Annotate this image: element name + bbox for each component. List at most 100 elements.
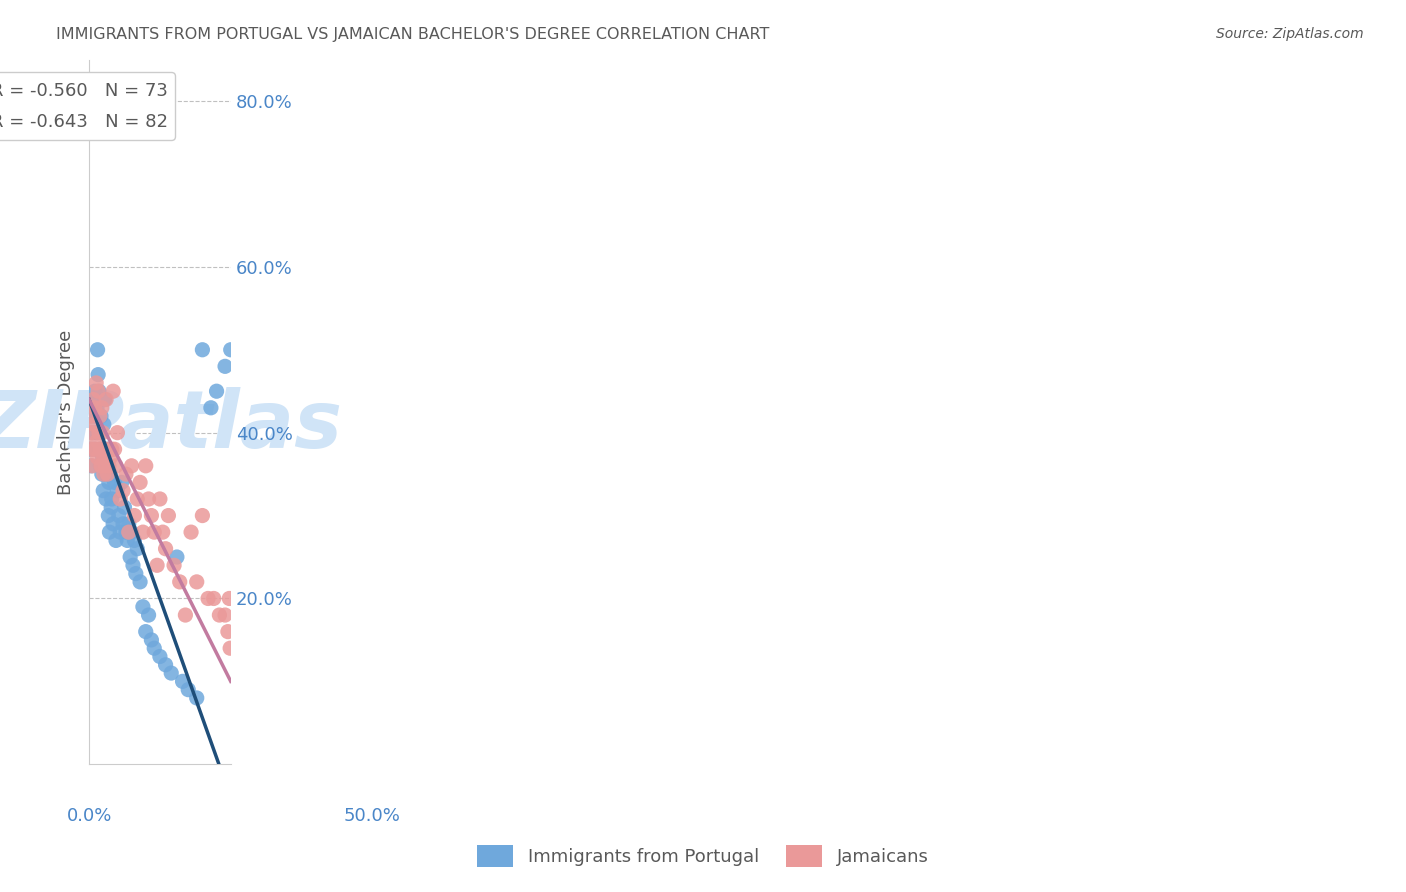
Point bbox=[80, 442, 103, 457]
Text: 0.0%: 0.0% bbox=[66, 806, 111, 824]
Point bbox=[191, 508, 214, 523]
Point bbox=[86, 343, 108, 357]
Point bbox=[82, 392, 104, 407]
Point bbox=[120, 549, 142, 564]
Point bbox=[118, 516, 141, 531]
Point bbox=[84, 376, 107, 390]
Point bbox=[197, 591, 219, 606]
Point bbox=[121, 525, 143, 540]
Point bbox=[205, 384, 228, 399]
Point bbox=[129, 475, 152, 490]
Point bbox=[104, 533, 127, 548]
Point bbox=[89, 442, 111, 457]
Point bbox=[87, 384, 110, 399]
Point bbox=[200, 401, 222, 415]
Point bbox=[103, 475, 125, 490]
Point bbox=[96, 467, 118, 482]
Legend: R = -0.560   N = 73, R = -0.643   N = 82: R = -0.560 N = 73, R = -0.643 N = 82 bbox=[0, 72, 174, 140]
Point bbox=[103, 442, 125, 457]
Point bbox=[97, 508, 120, 523]
Point bbox=[93, 467, 115, 482]
Point bbox=[191, 343, 214, 357]
Point bbox=[157, 508, 180, 523]
Point bbox=[89, 458, 111, 473]
Point bbox=[160, 666, 183, 681]
Point bbox=[166, 549, 188, 564]
Point bbox=[91, 450, 114, 465]
Point bbox=[141, 508, 163, 523]
Point bbox=[122, 558, 145, 573]
Point bbox=[124, 533, 146, 548]
Point bbox=[83, 442, 105, 457]
Point bbox=[112, 483, 135, 498]
Point bbox=[112, 516, 135, 531]
Point bbox=[214, 608, 236, 623]
Point bbox=[80, 425, 103, 440]
Point bbox=[86, 450, 108, 465]
Point bbox=[94, 392, 117, 407]
Point bbox=[218, 591, 240, 606]
Point bbox=[132, 525, 155, 540]
Point bbox=[129, 574, 152, 589]
Point bbox=[214, 359, 236, 374]
Point bbox=[96, 442, 118, 457]
Point bbox=[98, 450, 121, 465]
Point bbox=[118, 525, 141, 540]
Point bbox=[149, 649, 172, 664]
Point bbox=[87, 425, 110, 440]
Point bbox=[101, 516, 124, 531]
Point bbox=[84, 425, 107, 440]
Text: 50.0%: 50.0% bbox=[344, 806, 401, 824]
Point bbox=[104, 458, 127, 473]
Point bbox=[90, 467, 112, 482]
Point bbox=[83, 401, 105, 415]
Point bbox=[91, 483, 114, 498]
Point bbox=[186, 690, 208, 705]
Point bbox=[138, 491, 160, 506]
Point bbox=[110, 525, 132, 540]
Point bbox=[82, 425, 104, 440]
Point bbox=[138, 608, 160, 623]
Point bbox=[208, 608, 231, 623]
Point bbox=[186, 574, 208, 589]
Point bbox=[107, 425, 129, 440]
Point bbox=[117, 533, 139, 548]
Point bbox=[79, 409, 101, 423]
Point bbox=[115, 525, 138, 540]
Point bbox=[98, 467, 121, 482]
Point bbox=[219, 641, 242, 656]
Point bbox=[82, 392, 104, 407]
Point bbox=[98, 525, 121, 540]
Point bbox=[127, 491, 149, 506]
Point bbox=[86, 401, 108, 415]
Point bbox=[146, 558, 169, 573]
Point bbox=[155, 657, 177, 672]
Point bbox=[177, 682, 200, 697]
Point bbox=[143, 525, 166, 540]
Point bbox=[93, 392, 115, 407]
Point bbox=[135, 624, 157, 639]
Point bbox=[115, 467, 138, 482]
Point bbox=[96, 458, 118, 473]
Point bbox=[163, 558, 186, 573]
Point bbox=[202, 591, 225, 606]
Point bbox=[83, 384, 105, 399]
Point bbox=[82, 458, 104, 473]
Point bbox=[107, 483, 129, 498]
Point bbox=[84, 409, 107, 423]
Point bbox=[127, 541, 149, 556]
Point bbox=[110, 491, 132, 506]
Point bbox=[89, 442, 111, 457]
Point bbox=[79, 442, 101, 457]
Text: ZIPatlas: ZIPatlas bbox=[0, 387, 343, 465]
Point bbox=[94, 467, 117, 482]
Point bbox=[217, 624, 239, 639]
Point bbox=[121, 458, 143, 473]
Point bbox=[174, 608, 197, 623]
Point bbox=[87, 384, 110, 399]
Point bbox=[219, 343, 242, 357]
Point bbox=[180, 525, 202, 540]
Point bbox=[111, 475, 134, 490]
Point bbox=[86, 434, 108, 448]
Point bbox=[169, 574, 191, 589]
